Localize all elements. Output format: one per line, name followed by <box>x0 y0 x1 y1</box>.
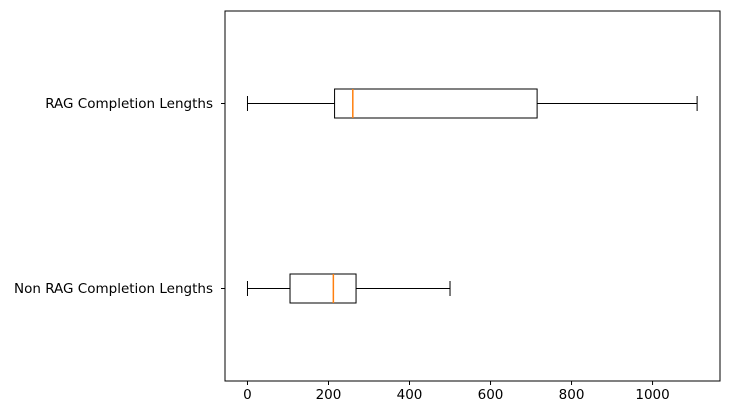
x-axis-tick-label: 200 <box>316 387 342 403</box>
x-axis-tick-label: 600 <box>478 387 504 403</box>
axes-frame <box>224 10 721 382</box>
x-axis-tick-label: 0 <box>243 387 252 403</box>
x-axis-tick-label: 400 <box>397 387 423 403</box>
x-axis-tick-label: 1000 <box>635 387 669 403</box>
iqr-box <box>334 88 538 119</box>
x-axis-tick-label: 800 <box>559 387 585 403</box>
iqr-box <box>289 273 357 304</box>
category-label: Non RAG Completion Lengths <box>14 281 213 297</box>
category-label: RAG Completion Lengths <box>45 96 213 112</box>
